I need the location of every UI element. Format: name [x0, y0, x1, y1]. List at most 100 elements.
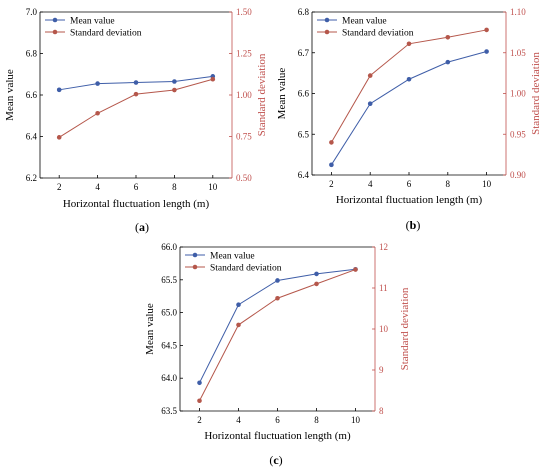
- data-point-mean: [133, 80, 139, 85]
- data-point-sd: [236, 322, 241, 328]
- x-tick-label: 6: [134, 182, 139, 192]
- x-axis-label: Horizontal fluctuation length (m): [336, 194, 483, 206]
- x-tick-label: 8: [172, 182, 177, 192]
- x-tick-label: 2: [197, 415, 202, 425]
- panel-label: (a): [135, 220, 149, 234]
- legend-marker: [324, 17, 330, 23]
- data-point-mean: [406, 76, 412, 82]
- x-tick-label: 6: [275, 415, 280, 425]
- data-point-sd: [133, 91, 139, 97]
- y-right-tick-label: 0.90: [510, 170, 526, 180]
- data-point-mean: [236, 302, 241, 308]
- y-left-axis-label: Mean value: [276, 68, 288, 120]
- legend-entry: Mean value: [70, 17, 115, 27]
- y-left-tick-label: 64.0: [161, 373, 177, 383]
- legend-entry: Standard deviation: [342, 29, 414, 39]
- data-point-sd: [329, 140, 334, 145]
- y-right-tick-label: 1.50: [236, 7, 252, 17]
- series-line-mean: [330, 51, 487, 166]
- data-point-sd: [445, 34, 451, 40]
- series-line-sd: [58, 78, 213, 138]
- panel-label: (c): [269, 453, 282, 467]
- legend-marker: [192, 264, 198, 270]
- x-tick-label: 10: [482, 179, 492, 189]
- y-left-tick-label: 63.5: [161, 406, 177, 416]
- y-right-tick-label: 12: [379, 242, 388, 252]
- y-right-tick-label: 1.25: [236, 49, 252, 59]
- x-tick-label: 8: [314, 415, 319, 425]
- x-axis-label: Horizontal fluctuation length (m): [204, 430, 351, 442]
- data-point-sd: [353, 267, 358, 272]
- y-left-tick-label: 6.8: [298, 7, 310, 17]
- x-tick-label: 6: [407, 179, 412, 189]
- y-left-tick-label: 64.5: [161, 340, 177, 350]
- y-right-axis-label: Standard deviation: [399, 287, 411, 370]
- data-point-mean: [484, 49, 489, 54]
- x-tick-label: 4: [368, 179, 373, 189]
- legend-entry: Standard deviation: [210, 264, 282, 274]
- data-point-sd: [275, 295, 280, 301]
- y-right-tick-label: 1.00: [510, 89, 526, 99]
- data-point-sd: [197, 398, 202, 404]
- y-right-tick-label: 1.05: [510, 48, 526, 58]
- y-left-tick-label: 6.4: [298, 170, 310, 180]
- y-left-tick-label: 6.5: [298, 129, 310, 139]
- data-point-mean: [445, 59, 451, 65]
- legend-marker: [52, 17, 58, 23]
- legend-entry: Mean value: [342, 17, 387, 27]
- y-left-tick-label: 6.7: [298, 48, 310, 58]
- y-right-tick-label: 1.00: [236, 90, 252, 100]
- x-tick-label: 10: [208, 182, 218, 192]
- legend-marker: [192, 252, 198, 258]
- series-line-mean: [199, 268, 356, 384]
- panel-label: (b): [406, 218, 421, 232]
- data-point-mean: [275, 278, 280, 283]
- data-point-mean: [314, 271, 319, 277]
- y-left-tick-label: 6.4: [26, 132, 38, 142]
- x-tick-label: 4: [95, 182, 100, 192]
- data-point-sd: [314, 281, 319, 287]
- data-point-sd: [367, 73, 373, 78]
- data-point-sd: [172, 87, 177, 93]
- y-right-tick-label: 9: [379, 365, 384, 375]
- y-right-tick-label: 11: [379, 283, 388, 293]
- y-left-axis-label: Mean value: [4, 69, 16, 121]
- data-point-sd: [95, 110, 100, 116]
- x-tick-label: 2: [57, 182, 62, 192]
- data-point-mean: [56, 87, 62, 93]
- legend-entry: Standard deviation: [70, 29, 142, 39]
- x-tick-label: 4: [236, 415, 241, 425]
- x-tick-label: 2: [329, 179, 334, 189]
- y-right-tick-label: 0.50: [236, 173, 252, 183]
- y-right-tick-label: 1.10: [510, 7, 526, 17]
- data-point-mean: [95, 81, 100, 86]
- x-tick-label: 8: [446, 179, 451, 189]
- y-right-axis-label: Standard deviation: [256, 53, 268, 136]
- y-left-tick-label: 7.0: [26, 7, 38, 17]
- data-point-sd: [56, 135, 62, 140]
- chart-panel-c: 2 4 6 8 10 63.5 64.0 64.5 65.0 65.5 66.0 8 9 10 11 12 Ho…: [144, 242, 411, 467]
- legend-entry: Mean value: [210, 252, 255, 262]
- y-right-tick-label: 0.75: [236, 132, 252, 142]
- y-left-tick-label: 6.6: [26, 90, 38, 100]
- legend-marker: [52, 29, 58, 35]
- data-point-mean: [367, 101, 373, 106]
- data-point-mean: [329, 162, 334, 168]
- y-right-tick-label: 0.95: [510, 129, 526, 139]
- y-right-tick-label: 10: [379, 324, 389, 334]
- data-point-mean: [172, 79, 177, 84]
- y-right-axis-label: Standard deviation: [530, 52, 542, 135]
- chart-panel-a: 2 4 6 8 10 6.2 6.4 6.6 6.8 7.0 0.50 0.75 1.00 1.25 1.5…: [4, 7, 268, 234]
- data-point-mean: [197, 380, 202, 386]
- y-left-tick-label: 65.0: [161, 308, 177, 318]
- series-line-sd: [330, 29, 487, 143]
- data-point-sd: [484, 27, 489, 33]
- y-left-tick-label: 65.5: [161, 275, 177, 285]
- y-left-tick-label: 66.0: [161, 242, 177, 252]
- chart-panel-b: 2 4 6 8 10 6.4 6.5 6.6 6.7 6.8 0.90 0.95 1.00 1.05 1.1…: [276, 7, 542, 232]
- y-left-tick-label: 6.2: [26, 173, 37, 183]
- y-left-axis-label: Mean value: [144, 303, 156, 355]
- y-left-tick-label: 6.8: [26, 49, 38, 59]
- data-point-sd: [210, 76, 216, 82]
